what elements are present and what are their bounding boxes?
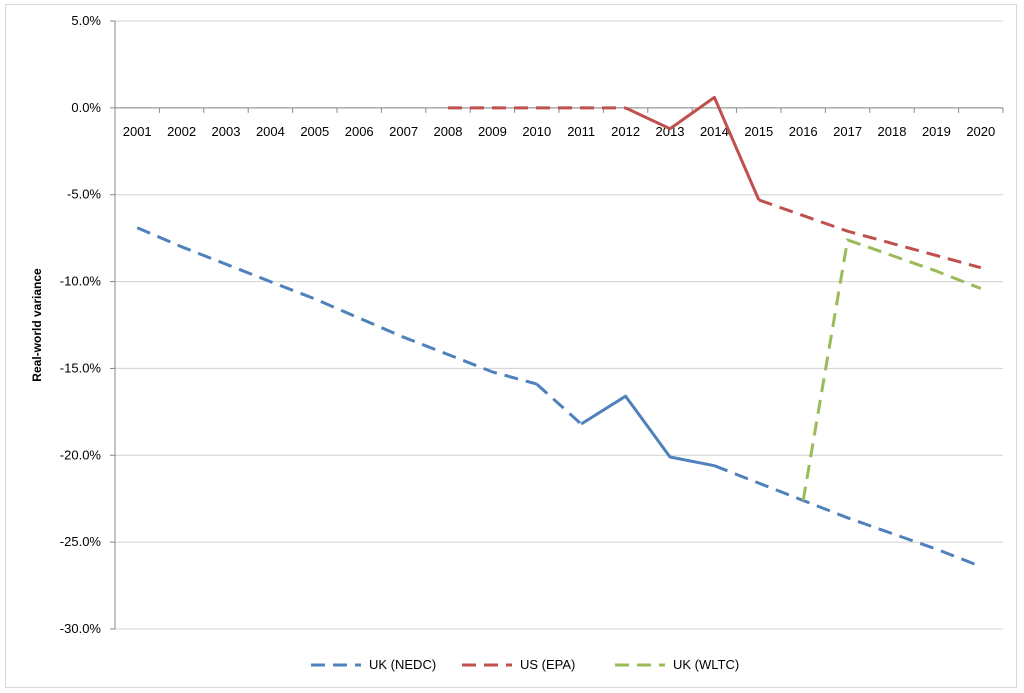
axes bbox=[110, 20, 1004, 630]
series-uk-wltc bbox=[801, 238, 982, 501]
x-tick-label: 2008 bbox=[434, 124, 463, 139]
y-tick-label: 5.0% bbox=[71, 13, 101, 28]
x-tick-label: 2019 bbox=[922, 124, 951, 139]
x-axis-ticks: 2001 2002 2003 2004 2005 2006 2007 2008 2009 2010… bbox=[123, 124, 996, 139]
y-tick-label: -30.0% bbox=[60, 621, 102, 636]
legend-label: UK (WLTC) bbox=[673, 657, 739, 672]
x-tick-label: 2011 bbox=[567, 124, 595, 139]
series-line-segment bbox=[136, 226, 538, 386]
x-tick-label: 2004 bbox=[256, 124, 285, 139]
legend-item: UK (WLTC) bbox=[615, 657, 739, 672]
series-line-segment bbox=[535, 382, 583, 426]
y-axis-title: Real-world variance bbox=[30, 268, 44, 382]
y-tick-label: -20.0% bbox=[60, 447, 102, 462]
x-tick-label: 2001 bbox=[123, 124, 152, 139]
y-tick-label: -15.0% bbox=[60, 360, 102, 375]
legend: UK (NEDC) US (EPA) UK (WLTC) bbox=[311, 657, 739, 672]
series-line-segment bbox=[758, 198, 982, 270]
x-tick-label: 2018 bbox=[878, 124, 907, 139]
x-tick-label: 2016 bbox=[789, 124, 818, 139]
legend-label: US (EPA) bbox=[520, 657, 575, 672]
series-line-segment bbox=[624, 95, 761, 201]
y-tick-label: 0.0% bbox=[71, 100, 101, 115]
legend-item: US (EPA) bbox=[462, 657, 575, 672]
series-us-epa bbox=[448, 95, 982, 270]
x-tick-label: 2014 bbox=[700, 124, 729, 139]
legend-label: UK (NEDC) bbox=[369, 657, 436, 672]
x-tick-label: 2007 bbox=[389, 124, 418, 139]
series-line-segment bbox=[801, 238, 982, 501]
y-axis-ticks: 5.0% 0.0% -5.0% -10.0% -15.0% -20.0% -25.0% -30… bbox=[60, 13, 102, 636]
x-tick-label: 2020 bbox=[966, 124, 995, 139]
series-line-segment bbox=[713, 464, 982, 568]
x-tick-label: 2017 bbox=[833, 124, 862, 139]
series-uk-nedc bbox=[136, 226, 982, 568]
x-tick-label: 2006 bbox=[345, 124, 374, 139]
chart-frame bbox=[5, 4, 1017, 688]
x-tick-label: 2010 bbox=[522, 124, 551, 139]
series-line-segment bbox=[580, 394, 715, 468]
series-lines bbox=[136, 95, 982, 568]
x-tick-label: 2005 bbox=[300, 124, 329, 139]
x-tick-label: 2009 bbox=[478, 124, 507, 139]
x-tick-label: 2012 bbox=[611, 124, 640, 139]
x-tick-label: 2002 bbox=[167, 124, 196, 139]
x-tick-label: 2003 bbox=[212, 124, 241, 139]
x-tick-label: 2013 bbox=[656, 124, 685, 139]
x-tick-label: 2015 bbox=[744, 124, 773, 139]
y-tick-label: -5.0% bbox=[67, 187, 101, 202]
y-tick-label: -25.0% bbox=[60, 534, 102, 549]
y-tick-label: -10.0% bbox=[60, 274, 102, 289]
legend-item: UK (NEDC) bbox=[311, 657, 436, 672]
